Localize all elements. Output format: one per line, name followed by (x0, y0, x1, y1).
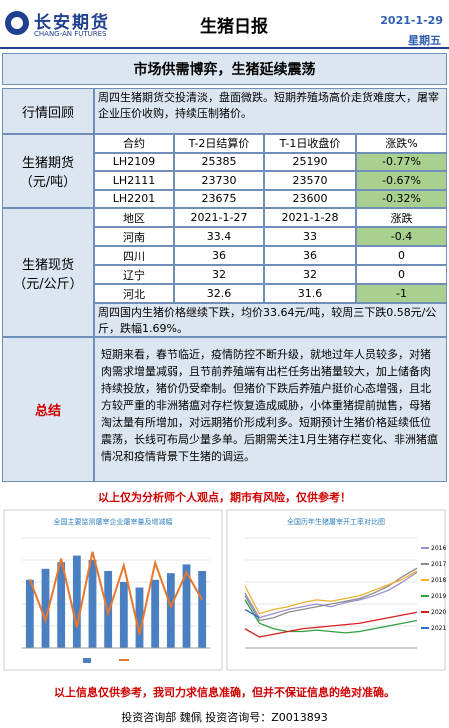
label-line: （元/公斤） (13, 276, 83, 292)
table-cell: 23570 (264, 171, 356, 190)
bar (88, 560, 97, 648)
section-label: 行情回顾 (2, 88, 94, 134)
table-cell: LH2109 (94, 152, 174, 171)
column-header: 涨跌 (356, 208, 447, 227)
table-cell: LH2111 (94, 171, 174, 190)
column-header: T-2日结算价 (174, 134, 264, 153)
table-cell: 0 (356, 246, 447, 265)
table-cell: 25190 (264, 152, 356, 171)
report-title: 生猪日报 (200, 17, 268, 37)
column-header: 涨跌% (356, 134, 447, 153)
logo-icon (5, 11, 29, 35)
report-date: 2021-1-29 (380, 14, 443, 27)
logo-en: CHANG-AN FUTURES (34, 30, 107, 38)
legend-label: 2019 (431, 593, 446, 600)
bar (135, 587, 144, 648)
line (244, 570, 418, 615)
label-line: （元/吨） (19, 175, 77, 190)
bar (182, 564, 191, 648)
table-cell: 33.4 (174, 227, 264, 246)
table-cell: -0.32% (356, 189, 447, 208)
table-cell: 23675 (174, 189, 264, 208)
table-cell: 河北 (94, 284, 174, 303)
footer-contact: 投资咨询部 魏佩 投资咨询号：Z0013893 (121, 711, 328, 724)
line (244, 608, 260, 619)
column-header: 地区 (94, 208, 174, 227)
bar (25, 579, 34, 648)
weekday: 星期五 (408, 34, 441, 47)
table-cell: 四川 (94, 246, 174, 265)
bar (41, 568, 50, 648)
logo: 长安期货 CHANG-AN FUTURES (4, 8, 134, 42)
legend-label: 2016 (431, 545, 446, 552)
chart-title: 全国主要监测屠宰企业屠宰量及增减幅 (54, 517, 173, 526)
table-cell: LH2201 (94, 189, 174, 208)
table-cell: 36 (174, 246, 264, 265)
table-cell: 31.6 (264, 284, 356, 303)
line (244, 571, 418, 619)
label-line: 生猪现货 (21, 257, 74, 273)
spot-note: 周四国内生猪价格继续下跌，均价33.64元/吨，较周三下跌0.58元/公斤，跌幅… (94, 303, 447, 337)
banner: 市场供需博弈，生猪延续震荡 (2, 53, 447, 85)
column-header: 合约 (94, 134, 174, 153)
line (244, 599, 418, 634)
bar (166, 573, 175, 648)
table-cell: 23600 (264, 189, 356, 208)
summary-text: 短期来看，春节临近，疫情防控不断升级，就地过年人员较多，对猪肉需求增量减弱，且节… (94, 337, 447, 482)
legend-label: 2021 (431, 625, 446, 632)
table-cell: 32.6 (174, 284, 264, 303)
table-cell: 0 (356, 265, 447, 284)
bar (72, 555, 81, 648)
table-cell: -0.4 (356, 227, 447, 246)
table-cell: 33 (264, 227, 356, 246)
line (244, 611, 418, 638)
table-cell: 36 (264, 246, 356, 265)
chart-title: 全国历年生猪屠宰开工率对比图 (287, 517, 385, 526)
line (28, 551, 204, 635)
header-rule (0, 47, 449, 49)
logo-cn: 长安期货 (34, 13, 110, 33)
bar (57, 562, 66, 648)
table-cell: 23730 (174, 171, 264, 190)
legend-label: 2017 (431, 561, 446, 568)
legend-label: 2020 (431, 609, 446, 616)
chart-frame (226, 509, 446, 671)
column-header: 2021-1-28 (264, 208, 356, 227)
label-line: 生猪期货 (21, 156, 74, 171)
section-label: 生猪现货 （元/公斤） (2, 208, 94, 337)
bar (151, 579, 160, 648)
bar (119, 582, 128, 648)
disclaimer: 以上仅为分析师个人观点，期市有风险，仅供参考！ (98, 491, 351, 504)
column-header: 2021-1-27 (174, 208, 264, 227)
section-label: 总结 (2, 337, 94, 482)
bar (198, 571, 207, 648)
table-cell: -0.67% (356, 171, 447, 190)
legend-swatch (83, 658, 91, 663)
section-label: 生猪期货 （元/吨） (2, 134, 94, 208)
legend-label: 2018 (431, 577, 446, 584)
footer-notice: 以上信息仅供参考，我司力求信息准确，但并不保证信息的绝对准确。 (54, 686, 395, 699)
table-cell: 32 (264, 265, 356, 284)
table-cell: -0.77% (356, 152, 447, 171)
table-cell: -1 (356, 284, 447, 303)
charts: 全国主要监测屠宰企业屠宰量及增减幅 全国历年生猪屠宰开工率对比图 2016 2017 2… (3, 509, 446, 671)
table-cell: 河南 (94, 227, 174, 246)
table-cell: 25385 (174, 152, 264, 171)
column-header: T-1日收盘价 (264, 134, 356, 153)
table-cell: 辽宁 (94, 265, 174, 284)
line (244, 567, 418, 622)
table-cell: 32 (174, 265, 264, 284)
review-text: 周四生猪期货交投清淡，盘面微跌。短期养殖场高价走货难度大，屠宰企业压价收购，持续… (94, 88, 447, 134)
bar (104, 571, 113, 648)
